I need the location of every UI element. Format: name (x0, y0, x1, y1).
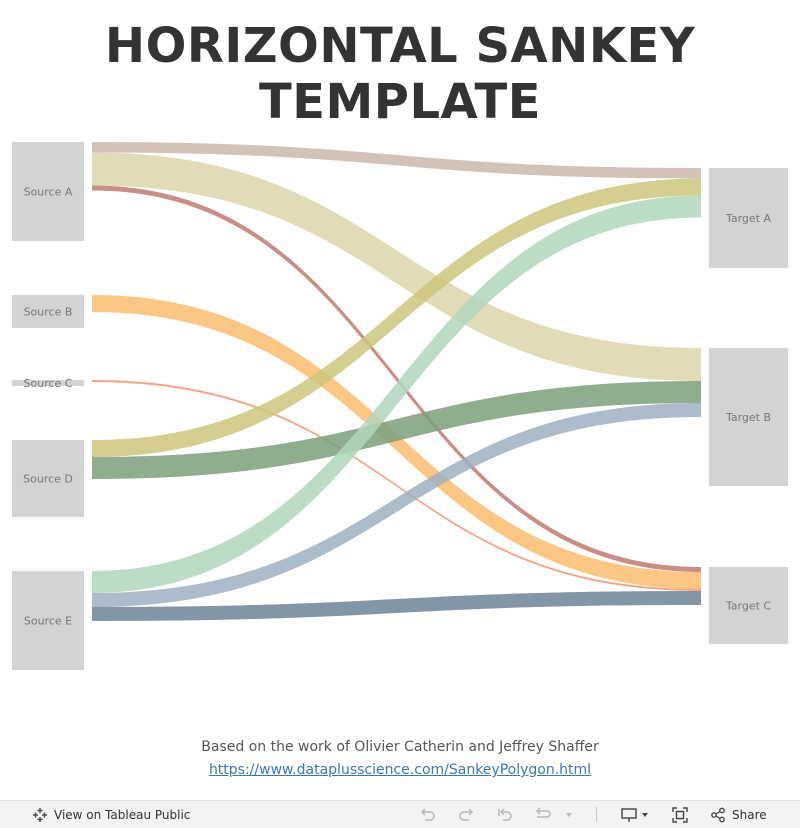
source-node[interactable]: Source C (12, 377, 84, 390)
target-node-label: Target C (725, 600, 772, 613)
undo-icon (419, 807, 437, 823)
target-node[interactable]: Target B (709, 348, 788, 486)
page-title: HORIZONTAL SANKEY TEMPLATE (104, 18, 696, 130)
refresh-icon (534, 806, 554, 823)
flow-band[interactable] (92, 381, 701, 479)
flow-band[interactable] (92, 152, 701, 382)
caret-down-icon (640, 810, 650, 820)
flow-band[interactable] (92, 591, 701, 621)
target-node-box (709, 348, 788, 486)
source-node-box (12, 295, 84, 328)
flow-band[interactable] (92, 380, 701, 591)
fullscreen-button[interactable] (671, 801, 689, 828)
sankey-diagram: Source A Source B Source C Source D Source E… (12, 142, 788, 670)
tableau-logo-icon (32, 807, 48, 823)
flow-band[interactable] (92, 295, 701, 589)
share-label: Share (732, 807, 767, 822)
source-node-label: Source E (24, 615, 72, 628)
source-node[interactable]: Source E (12, 571, 84, 670)
target-node[interactable]: Target A (709, 168, 788, 268)
source-node[interactable]: Source A (12, 142, 84, 241)
redo-icon (457, 807, 475, 823)
toolbar-divider (596, 807, 597, 822)
credit-text: Based on the work of Olivier Catherin an… (201, 739, 599, 755)
target-node-label: Target B (725, 411, 771, 424)
tableau-toolbar: View on Tableau Public (0, 800, 800, 828)
view-on-tableau-label: View on Tableau Public (54, 807, 191, 822)
flow-band[interactable] (92, 195, 701, 594)
refresh-button[interactable] (534, 801, 554, 828)
source-node-box (12, 142, 84, 241)
share-icon (710, 807, 726, 823)
source-node-label: Source B (24, 306, 73, 319)
refresh-dropdown[interactable] (564, 801, 574, 828)
flow-bands (92, 142, 701, 621)
share-button[interactable]: Share (710, 801, 767, 828)
view-on-tableau-button[interactable]: View on Tableau Public (32, 801, 190, 828)
presentation-icon (620, 807, 640, 823)
source-node[interactable]: Source D (12, 440, 84, 517)
target-node[interactable]: Target C (709, 567, 788, 644)
fullscreen-icon (671, 806, 689, 824)
flow-band[interactable] (92, 403, 701, 607)
source-node-label: Source C (24, 377, 73, 390)
flow-band[interactable] (92, 142, 701, 179)
target-node-box (709, 567, 788, 644)
target-node-label: Target A (725, 212, 772, 225)
source-node[interactable]: Source B (12, 295, 84, 328)
undo-button[interactable] (419, 801, 437, 828)
target-node-box (709, 168, 788, 268)
redo-button[interactable] (457, 801, 475, 828)
credit-link[interactable]: https://www.dataplusscience.com/SankeyPo… (208, 762, 592, 778)
caret-down-icon (564, 810, 574, 820)
source-node-label: Source D (23, 473, 73, 486)
source-node-box (12, 440, 84, 517)
flow-band[interactable] (92, 185, 701, 573)
source-node-label: Source A (24, 186, 73, 199)
present-button[interactable] (620, 801, 650, 828)
source-node-box (12, 380, 84, 386)
revert-button[interactable] (496, 801, 514, 828)
source-node-box (12, 571, 84, 670)
flow-band[interactable] (92, 178, 701, 458)
revert-icon (496, 807, 514, 823)
